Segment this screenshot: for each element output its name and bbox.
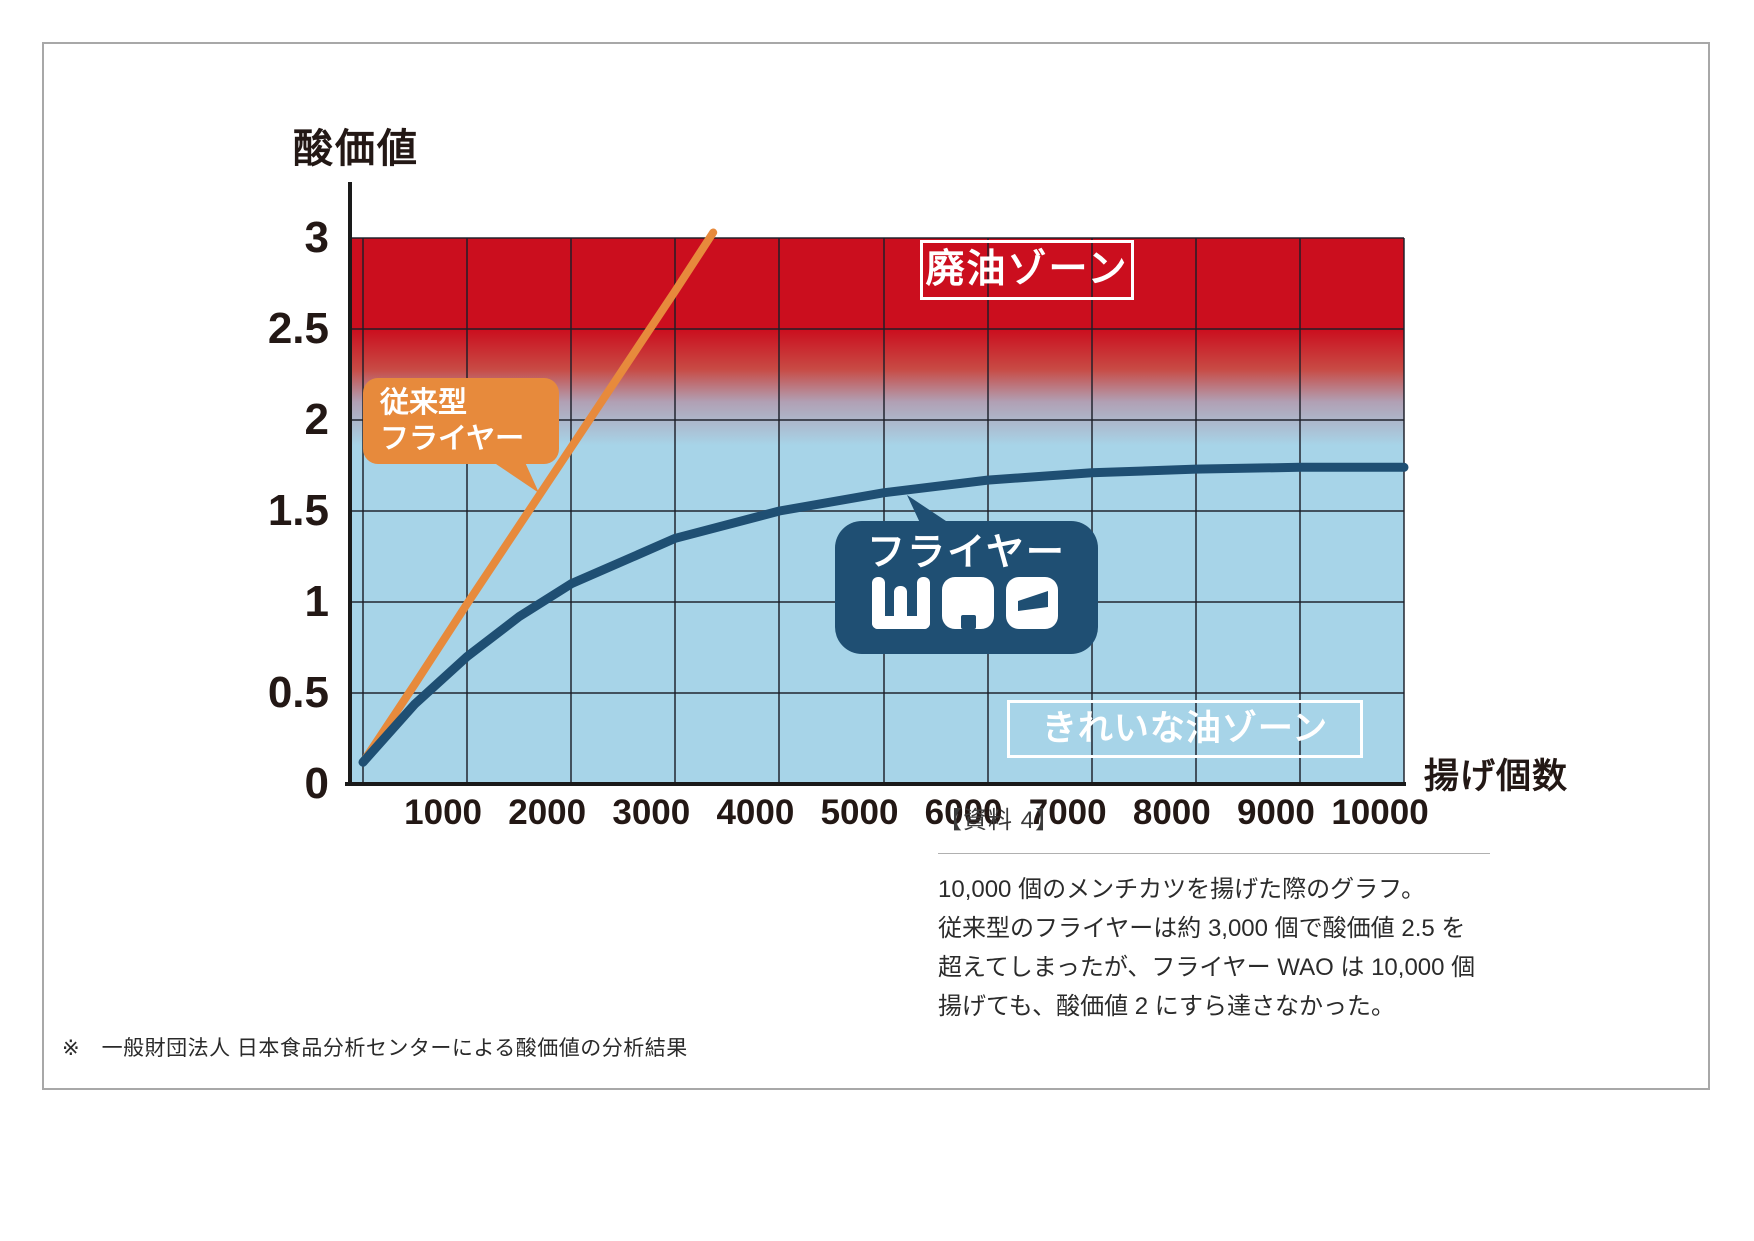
x-tick-label: 8000: [1132, 793, 1211, 832]
x-tick-label: 3000: [612, 793, 691, 832]
y-tick-label: 0: [304, 759, 329, 808]
conventional-fryer-balloon: 従来型 フライヤー: [363, 378, 559, 464]
y-tick-label: 1.5: [267, 486, 329, 535]
caption-line: 従来型のフライヤーは約 3,000 個で酸価値 2.5 を: [938, 915, 1466, 942]
x-tick-label: 1000: [404, 793, 483, 832]
y-tick-label: 2: [304, 395, 329, 444]
caption-line: 揚げても、酸価値 2 にすら達さなかった。: [938, 993, 1396, 1020]
series-wao: [358, 462, 1409, 767]
plot-area: 廃油ゾーン きれいな油ゾーン 従来型 フライヤー フライヤー: [268, 182, 1429, 832]
wao-balloon-tail: [907, 495, 952, 525]
caption-divider: [938, 853, 1490, 854]
conventional-fryer-label-line1: 従来型: [380, 387, 468, 419]
conventional-balloon-tail: [490, 460, 539, 493]
x-axis-line: [345, 782, 1406, 786]
y-axis-line: [348, 182, 352, 786]
y-tick-label: 3: [304, 213, 329, 262]
caption-body: 10,000 個のメンチカツを揚げた際のグラフ。 従来型のフライヤーは約 3,0…: [938, 870, 1498, 1026]
caption-block: 【資料 4】 10,000 個のメンチカツを揚げた際のグラフ。 従来型のフライヤ…: [938, 800, 1498, 1026]
x-tick-label: 2000: [508, 793, 587, 832]
gridline-horizontal: [351, 419, 1404, 421]
caption-line: 超えてしまったが、フライヤー WAO は 10,000 個: [938, 954, 1476, 981]
wao-fryer-balloon: フライヤー: [835, 521, 1098, 654]
x-tick-label: 10000: [1331, 793, 1429, 832]
gridline-horizontal: [351, 510, 1404, 512]
chart-curves: [358, 228, 1409, 767]
x-tick-label: 7000: [1028, 793, 1107, 832]
conventional-fryer-label-line2: フライヤー: [380, 423, 525, 455]
gridline-horizontal: [351, 692, 1404, 694]
x-tick-label: 4000: [716, 793, 795, 832]
gridline-horizontal: [351, 237, 1404, 239]
footnote: ※ 一般財団法人 日本食品分析センターによる酸価値の分析結果: [62, 1037, 688, 1060]
y-axis-title: 酸価値: [293, 127, 419, 171]
clean-oil-zone-label: きれいな油ゾーン: [1007, 700, 1363, 758]
series-conventional: [359, 228, 718, 767]
y-tick-label: 0.5: [267, 668, 329, 717]
y-tick-label: 1: [304, 577, 329, 626]
gridline-horizontal: [351, 328, 1404, 330]
gridline-vertical: [1403, 238, 1405, 784]
x-tick-label: 6000: [924, 793, 1003, 832]
x-tick-label: 5000: [820, 793, 899, 832]
x-axis-title: 揚げ個数: [1424, 757, 1569, 796]
x-tick-label: 9000: [1236, 793, 1315, 832]
waste-oil-zone-label: 廃油ゾーン: [920, 240, 1134, 300]
y-tick-label: 2.5: [267, 304, 329, 353]
caption-line: 10,000 個のメンチカツを揚げた際のグラフ。: [938, 876, 1426, 903]
wao-fryer-label: フライヤー: [867, 532, 1066, 574]
outer-border: [42, 42, 1710, 1090]
caption-heading: 【資料 4】: [938, 807, 1061, 834]
wao-logo-icon: [871, 577, 1058, 629]
